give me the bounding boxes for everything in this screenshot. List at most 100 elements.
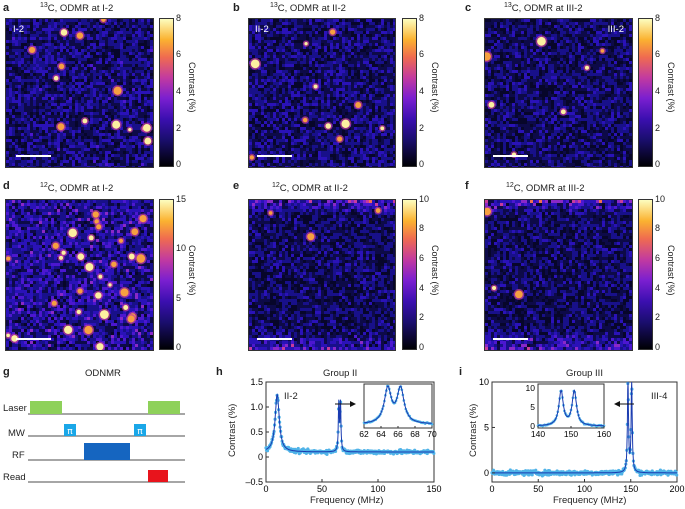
panel-letter: i bbox=[459, 366, 463, 378]
y-tick-label: 0.5 bbox=[250, 427, 263, 437]
y-tick-label: 0 bbox=[258, 452, 263, 462]
colorbar-tick: 4 bbox=[176, 86, 182, 96]
fit-line bbox=[492, 381, 677, 474]
map-texture bbox=[485, 19, 632, 167]
colorbar-tick: 2 bbox=[419, 123, 425, 133]
colorbar bbox=[159, 199, 174, 350]
colorbar-tick: 2 bbox=[419, 312, 425, 322]
scale-bar bbox=[16, 338, 51, 340]
inset-frame bbox=[537, 383, 605, 429]
panel-title: 13C, ODMR at I-2 bbox=[40, 2, 114, 15]
row-label: RF bbox=[12, 450, 25, 461]
colorbar-tick: 8 bbox=[419, 13, 425, 23]
x-tick-label: 150 bbox=[623, 484, 638, 494]
scale-bar bbox=[257, 155, 292, 157]
data-points bbox=[264, 393, 436, 456]
panel-title: 12C, ODMR at III-2 bbox=[506, 182, 585, 195]
pulse-sequence: π π bbox=[28, 401, 185, 483]
colorbar-tick: 6 bbox=[655, 253, 661, 263]
data-point bbox=[530, 473, 534, 477]
colorbar bbox=[402, 18, 417, 167]
colorbar-tick: 6 bbox=[176, 49, 182, 59]
colorbar-tick: 4 bbox=[419, 283, 425, 293]
site-label: I-2 bbox=[13, 24, 25, 35]
pi-label: π bbox=[137, 427, 143, 437]
colorbar bbox=[402, 199, 417, 350]
panel-letter: e bbox=[233, 180, 240, 192]
panel-letter: g bbox=[3, 366, 10, 378]
inset-y-tick-label: 10 bbox=[526, 383, 536, 393]
colorbar-tick: 0 bbox=[419, 159, 425, 169]
colorbar-label: Contrast (%) bbox=[187, 62, 197, 113]
colorbar-tick: 2 bbox=[655, 123, 661, 133]
inset-arrow-head bbox=[350, 401, 356, 407]
odmr-map bbox=[484, 199, 633, 351]
data-point bbox=[675, 473, 679, 477]
odmr-map: I-2 bbox=[5, 18, 154, 168]
data-point bbox=[296, 446, 300, 451]
colorbar bbox=[638, 18, 653, 167]
mw-pi-pulse bbox=[134, 424, 146, 436]
colorbar-tick: 0 bbox=[419, 342, 425, 352]
map-texture bbox=[485, 200, 632, 350]
inset-x-tick-label: 140 bbox=[531, 429, 545, 439]
panel-title: 12C, ODMR at I-2 bbox=[40, 182, 114, 195]
colorbar-tick: 0 bbox=[176, 342, 182, 352]
fit-line bbox=[265, 393, 434, 453]
x-tick-label: 50 bbox=[317, 484, 327, 494]
colorbar bbox=[638, 199, 653, 350]
y-tick-label: 5 bbox=[484, 422, 489, 432]
colorbar-tick: 6 bbox=[419, 49, 425, 59]
panel-letter: b bbox=[233, 2, 240, 14]
colorbar-label: Contrast (%) bbox=[666, 245, 676, 296]
colorbar-tick: 2 bbox=[655, 312, 661, 322]
x-axis-label: Frequency (MHz) bbox=[310, 495, 384, 506]
map-texture bbox=[6, 19, 153, 167]
panel-title: Group II bbox=[323, 368, 358, 379]
map-texture bbox=[6, 200, 153, 350]
y-tick-label: 10 bbox=[479, 378, 489, 387]
inset-x-tick-label: 68 bbox=[410, 429, 420, 439]
colorbar-tick: 6 bbox=[419, 253, 425, 263]
panel-letter: a bbox=[3, 2, 10, 14]
site-label: II-2 bbox=[284, 391, 298, 402]
data-point bbox=[534, 468, 538, 472]
colorbar-tick: 8 bbox=[655, 13, 661, 23]
x-tick-label: 100 bbox=[370, 484, 385, 494]
colorbar-tick: 10 bbox=[419, 194, 430, 204]
scale-bar bbox=[257, 338, 292, 340]
inset-x-tick-label: 66 bbox=[393, 429, 403, 439]
map-texture bbox=[249, 200, 395, 350]
colorbar-tick: 2 bbox=[176, 123, 182, 133]
inset-x-tick-label: 62 bbox=[359, 429, 369, 439]
read-pulse bbox=[148, 470, 168, 482]
x-tick-label: 0 bbox=[489, 484, 494, 494]
y-tick-label: 0 bbox=[484, 468, 489, 478]
y-tick-label: 1.0 bbox=[250, 402, 263, 412]
odmr-map: II-2 bbox=[248, 18, 396, 168]
panel-title: 13C, ODMR at II-2 bbox=[270, 2, 346, 15]
colorbar-tick: 4 bbox=[655, 86, 661, 96]
data-point bbox=[432, 451, 436, 455]
row-label: MW bbox=[8, 428, 25, 439]
odmr-map bbox=[5, 199, 154, 351]
inset-y-tick-label: 5 bbox=[530, 402, 535, 412]
x-tick-label: 0 bbox=[263, 484, 268, 494]
colorbar-tick: 4 bbox=[655, 283, 661, 293]
panel-letter: d bbox=[3, 180, 10, 192]
colorbar-tick: 8 bbox=[655, 223, 661, 233]
y-tick-label: –0.5 bbox=[245, 477, 263, 487]
panel-title: Group III bbox=[566, 368, 603, 379]
laser-pulse bbox=[148, 401, 180, 414]
colorbar-tick: 8 bbox=[176, 13, 182, 23]
colorbar-tick: 6 bbox=[655, 49, 661, 59]
x-tick-label: 200 bbox=[669, 484, 684, 494]
inset-x-tick-label: 150 bbox=[564, 429, 578, 439]
panel-title: 12C, ODMR at II-2 bbox=[272, 182, 348, 195]
panel-title: 13C, ODMR at III-2 bbox=[504, 2, 583, 15]
colorbar-tick: 8 bbox=[419, 223, 425, 233]
inset-x-tick-label: 160 bbox=[597, 429, 611, 439]
inset-x-tick-label: 70 bbox=[427, 429, 437, 439]
